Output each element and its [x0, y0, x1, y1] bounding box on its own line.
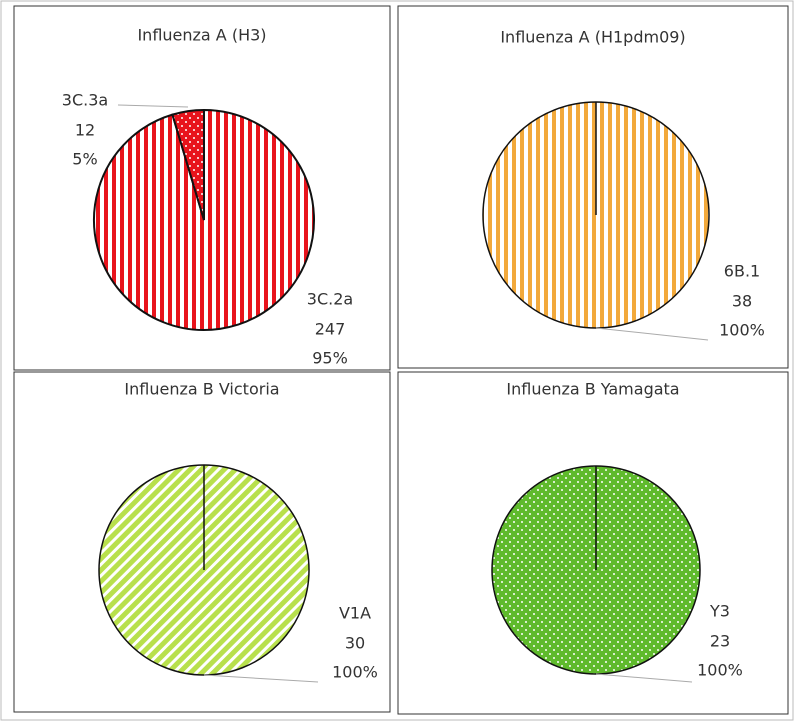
slice-percent: 5%: [72, 150, 97, 169]
panel-frame: [397, 5, 789, 369]
slice-category: 3C.3a: [62, 91, 108, 110]
panel-frame: [13, 371, 391, 713]
slice-category: 3C.2a: [307, 290, 353, 309]
slice-percent: 100%: [697, 661, 743, 680]
chart-title: Influenza B Yamagata: [506, 380, 679, 399]
slice-category: V1A: [339, 604, 371, 623]
leader-line: [203, 674, 319, 683]
chart-title: Influenza A (H3): [137, 26, 266, 45]
slice-category: Y3: [709, 602, 730, 621]
leader-line: [595, 327, 709, 341]
slice-category: 6B.1: [724, 262, 760, 281]
slice-value: 247: [315, 320, 346, 339]
slice-value: 23: [710, 632, 730, 651]
slice-value: 38: [732, 292, 752, 311]
leader-line: [117, 104, 189, 108]
leader-line: [595, 673, 693, 683]
chart-title: Influenza A (H1pdm09): [500, 28, 685, 47]
chart-title: Influenza B Victoria: [124, 380, 279, 399]
panel-frame: [397, 371, 789, 715]
slice-percent: 100%: [332, 663, 378, 682]
slice-value: 12: [75, 121, 95, 140]
slice-percent: 95%: [312, 349, 348, 368]
slice-value: 30: [345, 634, 365, 653]
pie-slice: [171, 108, 205, 221]
panel-frame: [13, 5, 391, 371]
slice-percent: 100%: [719, 321, 765, 340]
